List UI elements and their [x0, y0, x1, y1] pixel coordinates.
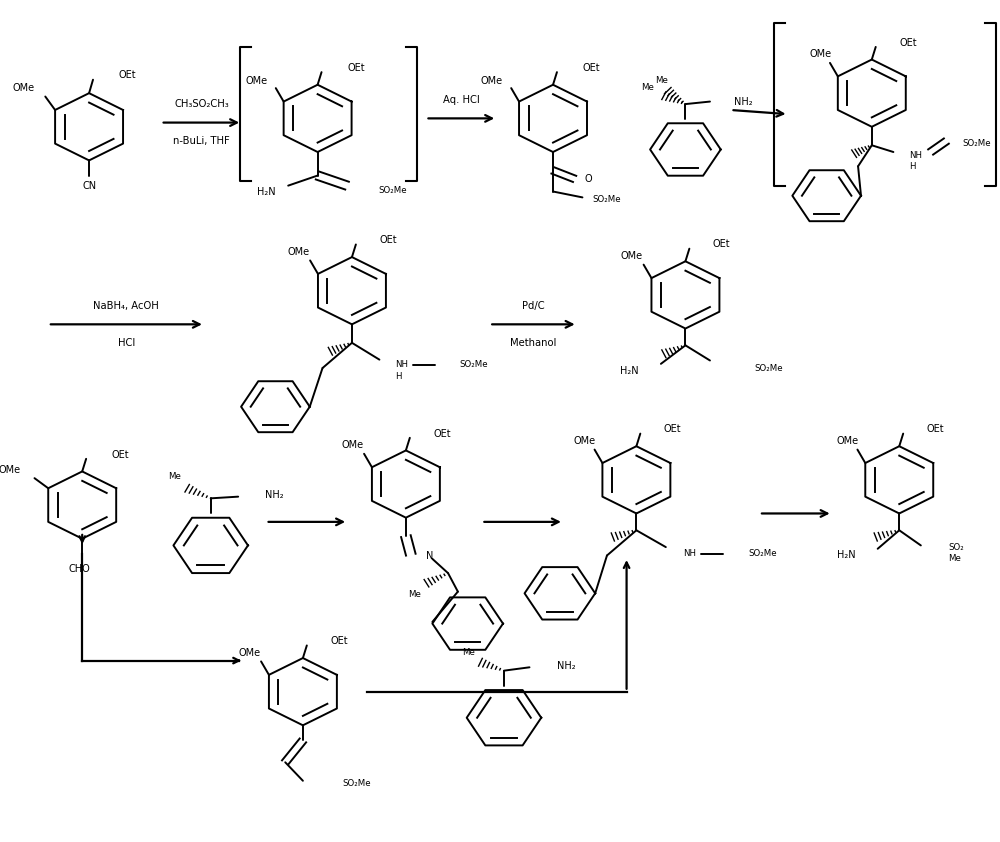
Text: CHO: CHO [68, 564, 90, 574]
Text: Aq. HCl: Aq. HCl [443, 95, 480, 105]
Text: Methanol: Methanol [510, 338, 557, 348]
Text: Me: Me [408, 589, 421, 599]
Text: HCl: HCl [118, 338, 135, 348]
Text: CN: CN [82, 181, 96, 190]
Text: n-BuLi, THF: n-BuLi, THF [173, 136, 230, 146]
Text: OEt: OEt [330, 637, 348, 647]
Text: SO₂Me: SO₂Me [342, 779, 371, 788]
Text: H₂N: H₂N [837, 551, 856, 561]
Text: OMe: OMe [621, 251, 643, 261]
Text: NH₂: NH₂ [557, 661, 576, 670]
Text: Pd/C: Pd/C [522, 301, 545, 311]
Text: SO₂Me: SO₂Me [962, 139, 991, 148]
Text: OMe: OMe [574, 436, 596, 446]
Text: Me: Me [168, 472, 181, 481]
Text: H₂N: H₂N [620, 365, 638, 376]
Text: SO₂Me: SO₂Me [748, 549, 777, 558]
Text: OEt: OEt [927, 424, 944, 434]
Text: SO₂Me: SO₂Me [592, 195, 621, 205]
Text: OMe: OMe [0, 465, 21, 475]
Text: Me: Me [655, 76, 668, 85]
Text: SO₂: SO₂ [948, 542, 964, 552]
Text: NH: NH [909, 151, 922, 160]
Text: Me: Me [948, 554, 961, 563]
Text: OEt: OEt [379, 235, 397, 245]
Text: H: H [909, 162, 916, 171]
Text: OMe: OMe [809, 50, 831, 60]
Text: OMe: OMe [238, 648, 260, 658]
Text: OEt: OEt [899, 38, 917, 48]
Text: OMe: OMe [837, 436, 859, 446]
Text: OEt: OEt [119, 70, 136, 80]
Text: Me: Me [641, 83, 654, 92]
Text: SO₂Me: SO₂Me [460, 360, 488, 369]
Text: OMe: OMe [287, 247, 309, 257]
Text: OEt: OEt [582, 63, 600, 73]
Text: O: O [584, 174, 592, 184]
Text: OEt: OEt [664, 424, 681, 434]
Text: NH: NH [395, 360, 408, 369]
Text: OEt: OEt [347, 63, 365, 73]
Text: NH: NH [683, 549, 696, 558]
Text: OEt: OEt [433, 429, 451, 439]
Text: H: H [395, 372, 402, 381]
Text: NH₂: NH₂ [734, 97, 753, 107]
Text: CH₃SO₂CH₃: CH₃SO₂CH₃ [174, 99, 229, 109]
Text: OEt: OEt [713, 239, 731, 249]
Text: OMe: OMe [481, 77, 503, 87]
Text: OEt: OEt [112, 450, 129, 460]
Text: Me: Me [462, 647, 475, 657]
Text: OMe: OMe [245, 77, 267, 87]
Text: SO₂Me: SO₂Me [754, 365, 783, 373]
Text: SO₂Me: SO₂Me [378, 186, 407, 195]
Text: H₂N: H₂N [257, 188, 276, 197]
Text: OMe: OMe [341, 440, 363, 450]
Text: NH₂: NH₂ [265, 490, 283, 500]
Text: N: N [426, 552, 434, 562]
Text: OMe: OMe [13, 83, 35, 93]
Text: NaBH₄, AcOH: NaBH₄, AcOH [93, 301, 159, 311]
